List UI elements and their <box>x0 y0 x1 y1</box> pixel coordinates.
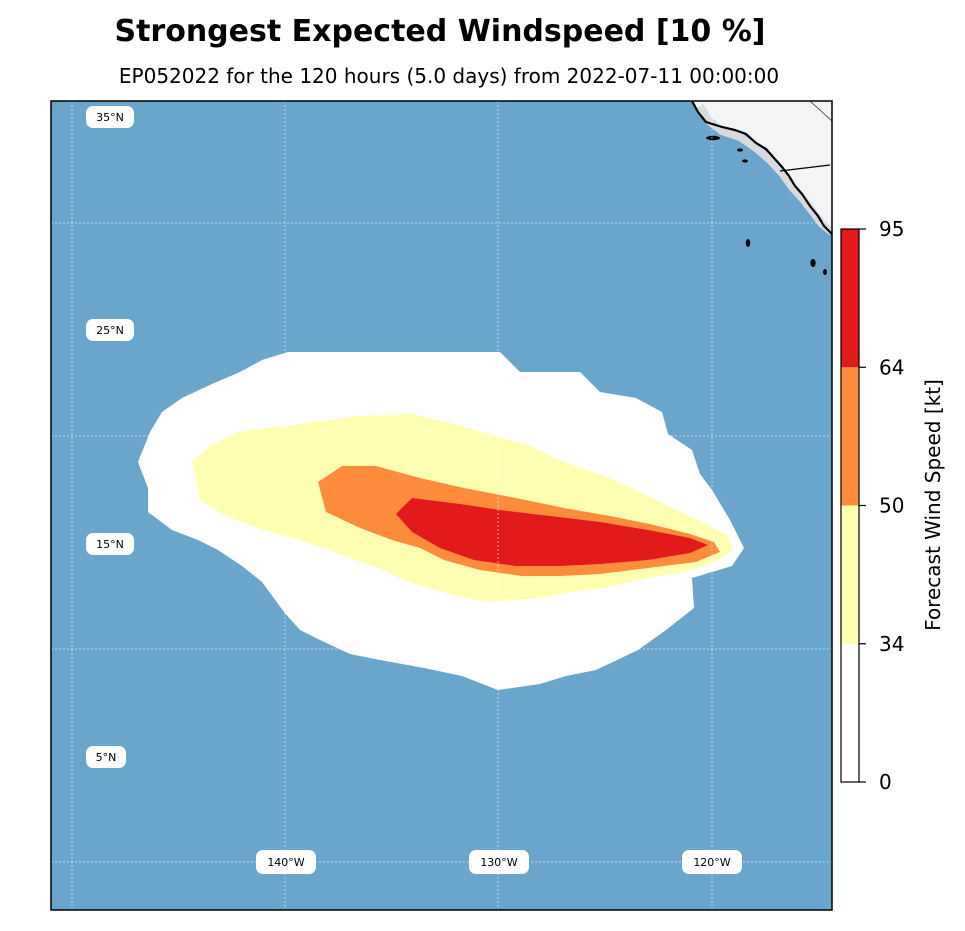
lat-label-box <box>86 106 134 128</box>
border-line <box>779 164 831 172</box>
lat-label-box <box>86 319 134 341</box>
colorbar-label: Forecast Wind Speed [kt] <box>921 379 945 631</box>
lat-label-box <box>86 533 134 555</box>
island <box>742 159 748 163</box>
colorbar-ticks: 0 34 50 64 95 <box>859 217 904 794</box>
lon-label-box <box>256 850 316 874</box>
lon-label-box <box>682 850 742 874</box>
lon-label-120w: 120°W <box>693 856 730 869</box>
colorbar-bins <box>841 229 859 782</box>
colorbar-tick-label: 34 <box>879 632 904 656</box>
colorbar-bin <box>841 505 859 644</box>
land-area <box>692 101 832 234</box>
lon-label-box <box>469 850 529 874</box>
land-coast <box>691 101 832 275</box>
lat-label-5n: 5°N <box>96 751 117 764</box>
state-line <box>809 101 832 122</box>
colorbar-tick-label: 0 <box>879 770 892 794</box>
island <box>810 259 816 267</box>
coastline <box>691 101 832 235</box>
lon-label-140w: 140°W <box>267 856 304 869</box>
lat-label-box <box>86 746 126 768</box>
colorbar: 0 34 50 64 95 Forecast Wind Speed [kt] <box>840 217 945 794</box>
island <box>737 148 743 152</box>
contour-64-95kt <box>396 498 708 566</box>
lat-label-35n: 35°N <box>96 111 124 124</box>
colorbar-tick-label: 95 <box>879 217 904 241</box>
island <box>745 239 751 247</box>
lon-label-130w: 130°W <box>480 856 517 869</box>
colorbar-bin <box>841 367 859 506</box>
lat-label-15n: 15°N <box>96 538 124 551</box>
chart-subtitle: EP052022 for the 120 hours (5.0 days) fr… <box>118 64 780 88</box>
chart-title: Strongest Expected Windspeed [10 %] <box>114 14 766 49</box>
map-frame <box>50 100 833 911</box>
colorbar-tick-label: 50 <box>879 494 904 518</box>
coastal-shelf <box>696 104 832 236</box>
gridlines <box>51 101 832 910</box>
colorbar-bin <box>841 643 859 782</box>
map-panel: 35°N 25°N 15°N 5°N 140°W 130°W 120°W <box>51 101 832 910</box>
colorbar-bin <box>841 229 859 368</box>
island <box>823 269 827 275</box>
lat-label-25n: 25°N <box>96 324 124 337</box>
colorbar-tick-label: 64 <box>879 355 904 379</box>
island <box>706 135 720 141</box>
